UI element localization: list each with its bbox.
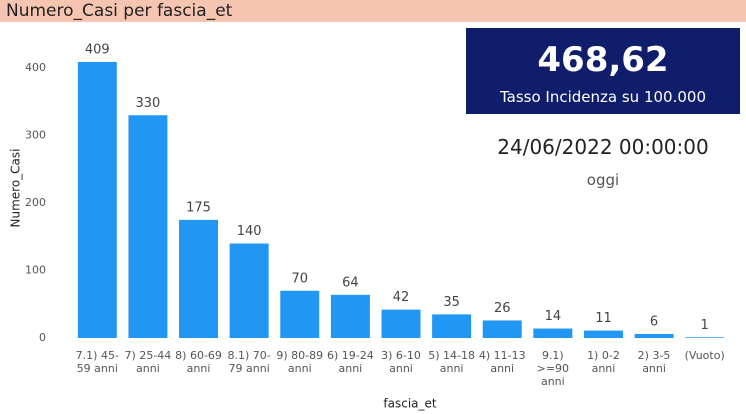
bar: [381, 309, 421, 338]
bar: [179, 219, 219, 338]
data-label: 330: [136, 96, 161, 111]
x-tick-label: 9) 80-89 anni: [276, 349, 324, 375]
data-label: 140: [237, 224, 262, 239]
y-tick-label: 100: [25, 264, 46, 277]
bar: [280, 290, 320, 338]
bar: [685, 337, 725, 338]
date-label: oggi: [586, 171, 620, 189]
x-tick-label: 6) 19-24 anni: [327, 349, 374, 375]
y-tick-label: 0: [39, 331, 46, 344]
x-tick-label: 1) 0-2 anni: [587, 349, 620, 375]
data-label: 14: [545, 309, 562, 324]
x-tick-label: 5) 14-18 anni: [428, 349, 475, 375]
data-label: 42: [393, 290, 410, 305]
data-label: 35: [443, 295, 460, 310]
bar: [77, 61, 117, 339]
bar: [634, 333, 674, 338]
kpi-value: 468,62: [537, 40, 669, 80]
x-tick-label: 9.1) >=90 anni: [536, 349, 570, 388]
data-label: 6: [650, 314, 658, 329]
bar: [229, 243, 269, 338]
bar: [482, 320, 522, 338]
bar: [330, 294, 370, 338]
y-tick-label: 300: [25, 129, 46, 142]
x-tick-label: 2) 3-5 anni: [637, 349, 671, 375]
data-label: 1: [701, 318, 709, 333]
x-tick-label: 4) 11-13 anni: [478, 349, 526, 375]
y-tick-label: 200: [25, 196, 46, 209]
bar: [533, 328, 573, 338]
data-label: 175: [186, 200, 211, 215]
bar: [583, 330, 623, 338]
x-tick-label: (Vuoto): [684, 349, 725, 362]
x-tick-label: 7) 25-44 anni: [124, 349, 172, 375]
kpi-label: Tasso Incidenza su 100.000: [499, 88, 706, 106]
x-tick-label: 7.1) 45-59 anni: [75, 349, 119, 375]
data-label: 409: [85, 42, 110, 57]
x-axis-title: fascia_et: [383, 397, 436, 411]
data-label: 64: [342, 275, 359, 290]
y-axis-title: Numero_Casi: [9, 149, 23, 228]
data-label: 70: [291, 271, 308, 286]
x-tick-label: 3) 6-10 anni: [381, 349, 421, 375]
x-tick-label: 8.1) 70-79 anni: [227, 349, 271, 375]
x-tick-label: 8) 60-69 anni: [175, 349, 222, 375]
date-card: 24/06/2022 00:00:00 oggi: [466, 133, 740, 189]
data-label: 26: [494, 301, 511, 316]
chart-title: Numero_Casi per fascia_et: [6, 1, 233, 21]
bar: [432, 314, 472, 338]
y-tick-label: 400: [25, 61, 46, 74]
header: Numero_Casi per fascia_et: [0, 0, 746, 22]
kpi-card: 468,62 Tasso Incidenza su 100.000: [466, 28, 740, 114]
bar: [128, 115, 168, 338]
date-value: 24/06/2022 00:00:00: [497, 135, 709, 159]
data-label: 11: [595, 311, 612, 326]
